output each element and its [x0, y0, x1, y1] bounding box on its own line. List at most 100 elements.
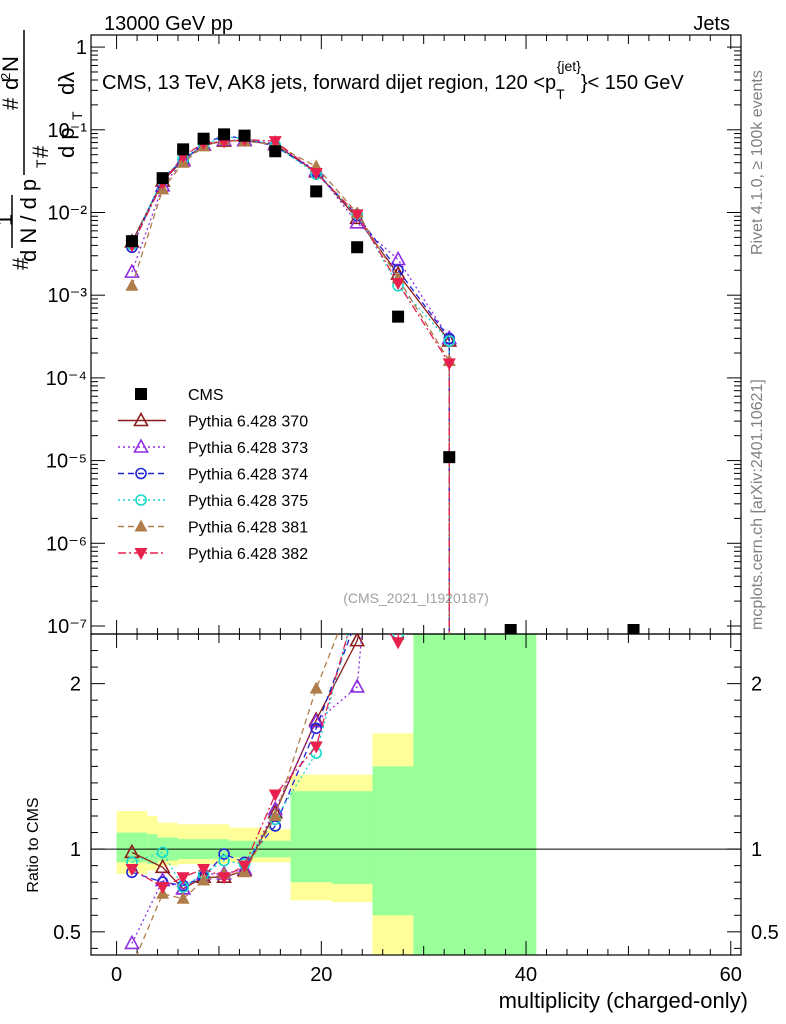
series-point [350, 209, 364, 222]
series-point [391, 278, 405, 291]
stat-unc-band [290, 791, 332, 883]
series-point [309, 168, 323, 181]
legend-marker [134, 519, 148, 532]
svg-text:d: d [0, 78, 23, 90]
header-category: Jets [693, 13, 730, 35]
analysis-tag: (CMS_2021_I1920187) [343, 590, 489, 606]
cms-data-point [443, 451, 456, 464]
header-energy: 13000 GeV pp [104, 13, 233, 35]
y-tick-label: 10⁻⁷ [47, 616, 87, 638]
series-point [443, 335, 456, 347]
legend-label: Pythia 6.428 374 [188, 467, 308, 484]
legend-marker [135, 494, 147, 506]
chart-title: CMS, 13 TeV, AK8 jets, forward dijet reg… [102, 58, 684, 102]
cms-data-point [156, 172, 169, 185]
ratio-point [352, 612, 362, 622]
y-tick-label: 10⁻⁵ [46, 451, 87, 473]
legend-marker [133, 438, 149, 453]
ratio-tick-label-right: 0.5 [751, 922, 779, 944]
y-tick-label: 10⁻¹ [48, 120, 88, 142]
stat-unc-band [372, 766, 414, 916]
cms-data-point [218, 128, 231, 141]
ratio-point [392, 478, 405, 490]
legend-label: Pythia 6.428 370 [188, 414, 308, 431]
series-line [131, 139, 450, 339]
ratio-point [392, 213, 405, 225]
x-tick-label: 20 [310, 964, 332, 986]
main-frame [90, 34, 742, 635]
legend-entry-4: Pythia 6.428 381 [118, 519, 308, 537]
svg-text:N: N [0, 56, 23, 72]
ratio-point [176, 872, 190, 885]
y-tick-label: 1 [76, 37, 87, 59]
svg-text:d p: d p [54, 127, 79, 158]
ratio-point [218, 848, 230, 860]
cms-data-point [351, 241, 364, 254]
ratio-tick-label: 2 [70, 674, 81, 696]
y-tick-label: 10⁻³ [48, 285, 88, 307]
series-line [131, 138, 450, 364]
ratio-point [124, 934, 140, 950]
x-tick-label: 40 [515, 964, 537, 986]
y-tick-label: 10⁻² [48, 202, 88, 224]
ratio-point [393, 414, 403, 424]
ratio-tick-label-right: 2 [751, 674, 762, 696]
legend: CMS Pythia 6.428 370 Pythia 6.428 373 Pythi… [118, 387, 308, 563]
legend-entry-1: Pythia 6.428 373 [118, 438, 308, 457]
cms-data-point [504, 624, 517, 634]
svg-text:#: # [0, 97, 23, 110]
ratio-line [131, 634, 399, 888]
ratio-point [268, 809, 282, 822]
ratio-point [310, 722, 322, 735]
ratio-point [351, 577, 364, 589]
legend-marker [134, 548, 148, 560]
svg-text:1: 1 [0, 214, 17, 226]
svg-text:d N / d p: d N / d p [16, 179, 41, 262]
main-panel-series [124, 128, 640, 634]
cms-data-point [627, 624, 640, 634]
legend-label: CMS [188, 387, 224, 404]
cms-data [125, 128, 640, 634]
ratio-point [309, 681, 323, 694]
series-point [124, 263, 140, 278]
ratio-point [391, 637, 405, 650]
series-line [131, 139, 450, 362]
cms-data-point [392, 310, 405, 323]
stat-unc-band [331, 791, 373, 884]
ratio-point [349, 634, 365, 647]
cms-data-point [177, 143, 190, 156]
legend-marker [135, 467, 147, 480]
x-tick-label: 0 [111, 964, 122, 986]
svg-text:dλ: dλ [54, 72, 79, 95]
ratio-point [156, 882, 170, 895]
series-point [390, 250, 406, 266]
cms-data-point [125, 235, 138, 248]
svg-text:#: # [28, 145, 53, 158]
svg-text:#: # [8, 257, 33, 270]
svg-text:T: T [69, 111, 85, 120]
x-tick-label: 60 [720, 964, 742, 986]
svg-text:T: T [33, 159, 49, 168]
legend-entry-3: Pythia 6.428 375 [118, 493, 308, 510]
ratio-point [392, 528, 405, 540]
legend-marker [133, 411, 149, 427]
y-tick-label: 10⁻⁴ [46, 368, 87, 390]
ratio-point [238, 860, 252, 873]
legend-label: Pythia 6.428 381 [188, 520, 308, 537]
ratio-point [125, 863, 139, 876]
ratio-ylabel: Ratio to CMS [25, 797, 42, 892]
series-point [268, 136, 282, 149]
y-tick-label: 10⁻⁶ [46, 533, 87, 555]
ratio-point [218, 854, 230, 867]
ratio-point [156, 846, 169, 859]
ratio-point [197, 873, 211, 886]
ratio-frame [90, 633, 742, 956]
legend-label: Pythia 6.428 375 [188, 493, 308, 510]
legend-entry-5: Pythia 6.428 382 [118, 546, 308, 563]
legend-marker [135, 388, 147, 400]
ratio-point [176, 891, 190, 904]
ratio-point [125, 960, 138, 972]
legend-entry-2: Pythia 6.428 374 [118, 467, 308, 484]
cms-data-point [238, 129, 251, 142]
